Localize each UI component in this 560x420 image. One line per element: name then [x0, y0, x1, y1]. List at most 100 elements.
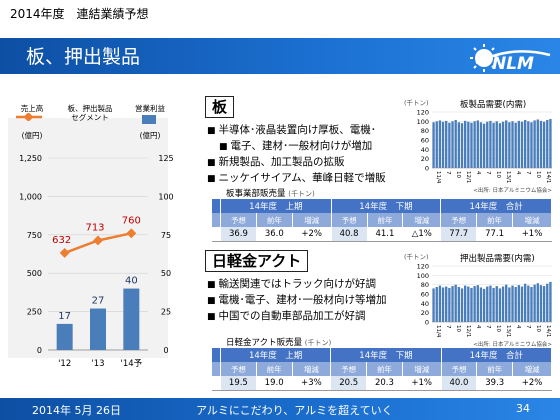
demand-x-tick: 10: [535, 325, 541, 332]
demand-x-tick: 10: [455, 325, 461, 332]
demand-bar: [445, 286, 448, 322]
subhead-change: 増減: [292, 213, 332, 227]
extrusion-h2-prior: 20.3: [366, 376, 403, 391]
extrusion-total-prior: 39.3: [476, 376, 514, 391]
demand-bar: [530, 122, 533, 168]
demand-bar: [473, 121, 476, 168]
plate-h1-prior: 36.0: [256, 227, 293, 242]
demand-bar: [467, 121, 470, 168]
demand-bar: [523, 119, 527, 168]
demand-x-tick: 10: [495, 171, 501, 178]
demand-bar: [486, 121, 489, 168]
demand-bar: [523, 283, 527, 322]
demand-bar: [438, 285, 442, 322]
plate-total-prior: 77.1: [476, 227, 513, 242]
demand-bar: [492, 122, 495, 168]
left-y-tick: 1,000: [19, 192, 42, 201]
demand-bar: [508, 122, 511, 168]
plate-h2-prior: 41.1: [367, 227, 404, 242]
demand-bar: [517, 285, 521, 322]
sales-label: 760: [122, 215, 141, 226]
demand-bar: [435, 287, 438, 322]
demand-y-tick: 40: [421, 300, 429, 308]
segment-chart: 0 250 500 750 1,000 1,250 0 25 50 75 100 125 17 '12 27…: [19, 154, 174, 369]
subhead-forecast: 予想: [331, 213, 368, 227]
demand-y-tick: 120: [417, 263, 429, 271]
plate-period-h2: 14年度 下期: [331, 199, 442, 213]
demand-bar: [473, 286, 476, 322]
profit-bar: [90, 308, 106, 350]
demand-bar: [463, 285, 467, 322]
legend-profit-swatch: [142, 115, 156, 124]
svg-text:NLM: NLM: [492, 54, 534, 74]
report-title: 2014年度 連結業績予想: [10, 7, 149, 21]
demand-bar: [454, 119, 457, 168]
demand-bar: [549, 281, 552, 322]
extrusion-bullet: 輸送関連ではトラック向けが好調: [207, 277, 422, 293]
demand-bar: [435, 121, 438, 168]
demand-y-tick: 40: [421, 146, 429, 154]
profit-label: 27: [92, 296, 105, 307]
page-number: 34: [516, 402, 530, 415]
demand-bar: [467, 286, 470, 322]
footer-date: 2014年 5月 26日: [32, 404, 121, 417]
extrusion-bullets: 輸送関連ではトラック向けが好調 電機･電子、建材･一般材向け等増加 中国での自動…: [207, 277, 422, 325]
sales-label: 713: [85, 222, 104, 233]
title-banner: 板、押出製品: [0, 38, 560, 74]
demand-bar: [542, 286, 546, 322]
subhead-prior: 前年: [476, 213, 513, 227]
demand-unit: (千トン): [404, 252, 429, 261]
demand-bar: [546, 283, 549, 322]
demand-bar: [432, 122, 435, 168]
demand-bar: [432, 288, 435, 322]
demand-bar: [546, 119, 549, 168]
plate-bullet: ニッケイサイアム、華峰日軽で増販: [207, 171, 412, 187]
extrusion-total-change: +2%: [512, 376, 552, 391]
demand-bar: [505, 120, 508, 168]
demand-x-tick: 13/1: [505, 325, 511, 337]
legend-segment-line2: セグメント: [71, 113, 109, 122]
demand-bar: [533, 284, 536, 322]
legend-sales-marker: [16, 113, 42, 121]
plate-bullet: 新規製品、加工製品の拡販: [207, 155, 412, 171]
extrusion-bullet: 電機･電子、建材･一般材向け等増加: [207, 293, 422, 309]
sales-point: [59, 247, 70, 258]
legend-profit-unit: (億円): [139, 131, 161, 140]
subhead-change: 増減: [402, 362, 442, 376]
demand-bar: [501, 286, 505, 322]
demand-bar: [463, 120, 467, 168]
demand-bar: [511, 121, 514, 168]
left-y-tick: 1,250: [19, 154, 42, 163]
demand-bar: [482, 288, 486, 322]
subhead-forecast: 予想: [220, 362, 257, 376]
demand-x-tick: 12/1: [465, 325, 471, 337]
extrusion-total-forecast: 40.0: [441, 376, 478, 391]
extrusion-period-total: 14年度 合計: [441, 348, 553, 362]
demand-y-tick: 80: [421, 281, 429, 289]
extrusion-period-h2: 14年度 下期: [330, 348, 442, 362]
plate-total-change: +1%: [512, 227, 553, 242]
demand-x-tick: 7: [445, 171, 451, 175]
demand-bar: [451, 286, 454, 322]
plate-bullet: 電子、建材･一般材向けが増加: [207, 139, 412, 155]
plate-h1-forecast: 36.9: [220, 227, 257, 242]
plate-table-unit: (千トン): [288, 190, 315, 198]
subhead-change: 増減: [512, 362, 552, 376]
demand-bar: [470, 122, 473, 168]
plate-h2-forecast: 40.8: [331, 227, 368, 242]
profit-bar: [123, 288, 140, 350]
extrusion-sales-table: 14年度 上期 14年度 下期 14年度 合計 予想 前年 増減 予想 前年 増…: [212, 348, 553, 391]
left-y-tick: 750: [27, 231, 42, 240]
plate-sales-table: 14年度 上期 14年度 下期 14年度 合計 予想 前年 増減 予想 前年 増…: [212, 199, 553, 242]
demand-x-tick: 7: [485, 171, 491, 175]
demand-bar: [549, 119, 552, 168]
demand-x-tick: 4: [515, 171, 521, 175]
demand-bar: [448, 287, 451, 322]
demand-source: <出所: 日本アルミニウム協会>: [473, 186, 552, 194]
demand-bar: [479, 287, 483, 322]
demand-bar: [486, 286, 489, 322]
demand-bar: [498, 288, 502, 322]
demand-bar: [536, 283, 539, 322]
